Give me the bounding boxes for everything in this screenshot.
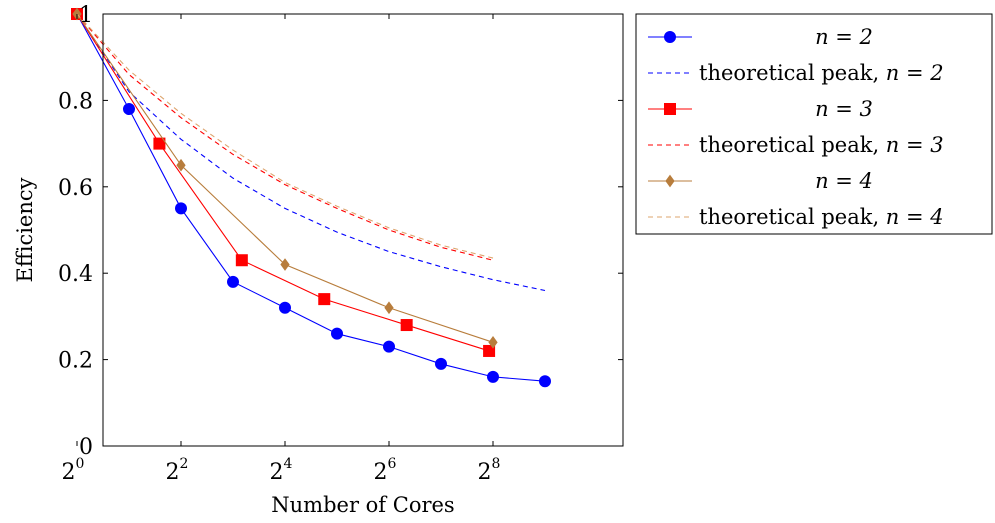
data-point-2-4 xyxy=(400,319,413,332)
x-tick-label: 22 xyxy=(166,456,189,485)
data-point-2-3 xyxy=(318,293,331,306)
legend-label-5: theoretical peak, n = 4 xyxy=(699,205,944,229)
series-line-0 xyxy=(76,13,546,382)
y-tick-label: 0.8 xyxy=(58,89,93,114)
plot-frame xyxy=(102,13,624,447)
x-tick-label: 24 xyxy=(270,456,293,485)
data-point-2-5 xyxy=(483,344,496,357)
legend-label-3: theoretical peak, n = 3 xyxy=(699,133,944,157)
series-line-2 xyxy=(76,13,490,352)
y-tick-label: 1 xyxy=(79,3,93,28)
data-point-2-2 xyxy=(235,254,248,267)
data-point-0-6 xyxy=(383,340,395,353)
x-tick-label: 20 xyxy=(62,456,85,485)
x-tick-label: 26 xyxy=(374,456,397,485)
series-line-5 xyxy=(76,13,494,259)
legend-label-0: n = 2 xyxy=(815,25,873,49)
axis-ticks: 0 0.2 0.4 0.6 0.8 1 20 22 24 26 28 xyxy=(58,3,623,485)
legend: n = 2 theoretical peak, n = 2 n = 3 theoret… xyxy=(635,13,993,235)
data-point-0-8 xyxy=(487,370,499,383)
data-point-0-7 xyxy=(435,357,447,370)
data-point-0-1 xyxy=(123,103,135,116)
plot-area xyxy=(71,7,551,388)
y-tick-label: 0.4 xyxy=(58,262,93,287)
data-point-0-2 xyxy=(175,202,187,215)
x-tick-label: 28 xyxy=(478,456,501,485)
x-axis-label: Number of Cores xyxy=(271,493,454,517)
data-point-0-3 xyxy=(227,275,239,288)
legend-marker-0 xyxy=(664,31,676,43)
series-line-4 xyxy=(76,13,494,343)
legend-marker-2 xyxy=(664,103,676,115)
y-tick-label: 0.2 xyxy=(58,349,93,374)
legend-marker-4 xyxy=(665,174,675,188)
data-point-4-1 xyxy=(176,158,186,172)
data-point-2-1 xyxy=(153,137,166,150)
data-point-4-3 xyxy=(384,301,394,315)
series-line-3 xyxy=(76,13,494,261)
y-tick-label: 0.6 xyxy=(58,176,93,201)
y-tick-label: 0 xyxy=(79,435,93,460)
data-point-4-4 xyxy=(488,335,498,349)
data-point-0-4 xyxy=(279,301,291,314)
data-point-0-9 xyxy=(539,375,551,388)
legend-label-4: n = 4 xyxy=(815,169,873,193)
data-point-0-5 xyxy=(331,327,343,340)
y-axis-label: Efficiency xyxy=(13,177,37,282)
series-line-1 xyxy=(76,13,546,292)
legend-label-2: n = 3 xyxy=(815,97,873,121)
data-point-4-2 xyxy=(280,258,290,271)
legend-frame xyxy=(635,13,993,235)
legend-label-1: theoretical peak, n = 2 xyxy=(699,61,944,85)
